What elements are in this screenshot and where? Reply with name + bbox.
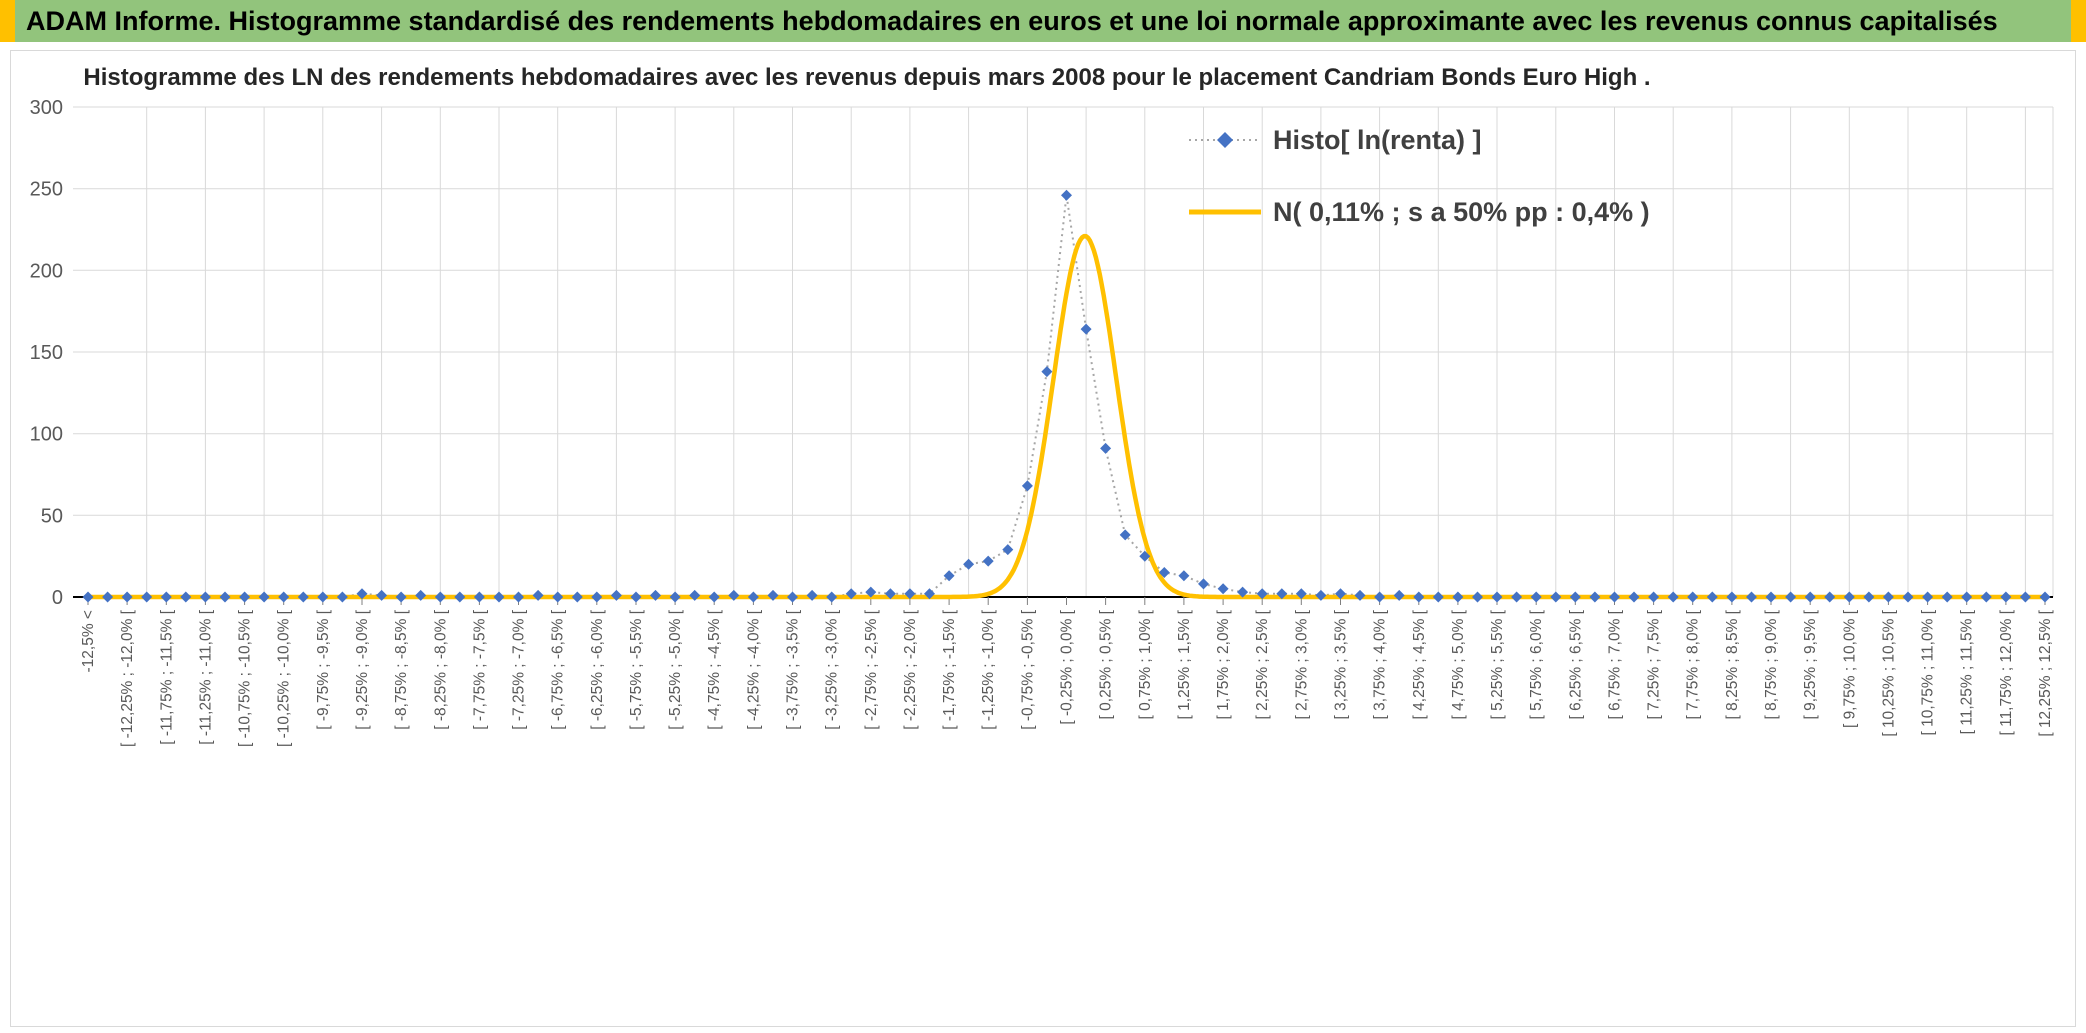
- x-axis-tick-label: [ -11,25% ; -11,0% [: [197, 609, 214, 744]
- banner-title: ADAM Informe. Histogramme standardisé de…: [26, 5, 1998, 36]
- x-axis-tick-label: [ -3,25% ; -3,0% [: [824, 609, 841, 729]
- y-axis-tick-label: 100: [30, 424, 63, 446]
- x-axis-tick-label: [ -0,25% ; 0,0% [: [1059, 609, 1076, 724]
- x-axis-tick-label: [ -8,75% ; -8,5% [: [393, 609, 410, 729]
- x-axis-tick-label: [ -4,75% ; -4,5% [: [706, 609, 723, 729]
- x-axis-tick-label: [ 11,25% ; 11,5% [: [1959, 609, 1976, 734]
- x-axis-tick-label: [ -6,25% ; -6,0% [: [589, 609, 606, 729]
- normal-curve: [85, 233, 2048, 600]
- y-axis-tick-label: 250: [30, 179, 63, 201]
- x-axis-tick-label: [ -10,75% ; -10,5% [: [237, 609, 254, 747]
- x-axis-tick-label: [ 7,25% ; 7,5% [: [1646, 609, 1663, 719]
- y-axis-tick-label: 150: [30, 342, 63, 364]
- legend-histo-label: Histo[ ln(renta) ]: [1273, 125, 1482, 155]
- legend-normal-label: N( 0,11% ; s a 50% pp : 0,4% ): [1273, 197, 1650, 227]
- chart-area[interactable]: 0 50 100 150 200 250 300 -12,5% < [ -12,25% ; -1…: [10, 50, 2076, 1027]
- header-banner: ADAM Informe. Histogramme standardisé de…: [0, 0, 2086, 42]
- x-axis-tick-label: [ -9,25% ; -9,0% [: [354, 609, 371, 729]
- x-axis-tick-label: [ -11,75% ; -11,5% [: [158, 609, 175, 744]
- x-axis-tick-label: [ 0,75% ; 1,0% [: [1137, 609, 1154, 719]
- legend: Histo[ ln(renta) ] N( 0,11% ; s a 50% pp …: [1189, 125, 1650, 227]
- x-axis-tick-label: [ -9,75% ; -9,5% [: [315, 609, 332, 729]
- x-axis-tick-label: [ 12,25% ; 12,5% [: [2037, 609, 2054, 736]
- x-axis-tick-label: [ 11,75% ; 12,0% [: [1998, 609, 2015, 735]
- y-axis-tick-label: 200: [30, 260, 63, 282]
- x-axis-tick-label: [ 7,75% ; 8,0% [: [1685, 609, 1702, 719]
- x-axis-tick-label: [ -5,75% ; -5,5% [: [628, 609, 645, 729]
- x-axis-tick-label: [ -1,25% ; -1,0% [: [980, 609, 997, 729]
- x-axis-tick-label: [ -2,75% ; -2,5% [: [863, 609, 880, 729]
- x-axis-tick-label: [ -12,25% ; -12,0% [: [119, 609, 136, 747]
- x-axis-tick-label: [ -7,75% ; -7,5% [: [471, 609, 488, 729]
- corner-accent-right: [2071, 0, 2086, 42]
- x-axis-tick-label: [ 4,75% ; 5,0% [: [1450, 609, 1467, 719]
- x-axis-tick-label: [ 2,75% ; 3,0% [: [1293, 609, 1310, 719]
- x-axis-tick-label: [ 3,25% ; 3,5% [: [1333, 609, 1350, 719]
- x-axis-tick-label: [ 8,25% ; 8,5% [: [1724, 609, 1741, 719]
- x-axis-tick-label: [ 5,75% ; 6,0% [: [1528, 609, 1545, 719]
- x-axis-tick-label: [ -4,25% ; -4,0% [: [745, 609, 762, 729]
- x-axis-tick-label: [ 10,75% ; 11,0% [: [1920, 609, 1937, 735]
- x-axis-tick-label: [ -3,75% ; -3,5% [: [785, 609, 802, 729]
- x-axis-tick-label: [ 9,25% ; 9,5% [: [1802, 609, 1819, 719]
- x-axis-tick-label: [ 9,75% ; 10,0% [: [1841, 609, 1858, 728]
- histogram-points: [82, 189, 2051, 603]
- x-axis-tick-label: [ 1,25% ; 1,5% [: [1176, 609, 1193, 719]
- chart-svg: 0 50 100 150 200 250 300 -12,5% < [ -12,25% ; -1…: [30, 64, 2054, 747]
- x-axis-tick-label: [ 10,25% ; 10,5% [: [1880, 609, 1897, 736]
- x-axis-tick-label: [ -6,75% ; -6,5% [: [550, 609, 567, 729]
- x-axis-tick-label: [ -2,25% ; -2,0% [: [902, 609, 919, 729]
- x-axis-tick-label: [ -0,75% ; -0,5% [: [1019, 609, 1036, 729]
- x-axis-tick-label: [ 2,25% ; 2,5% [: [1254, 609, 1271, 719]
- x-axis-tick-label: [ -8,25% ; -8,0% [: [432, 609, 449, 729]
- x-axis-tick-label: [ 8,75% ; 9,0% [: [1763, 609, 1780, 719]
- x-axis-tick-label: [ 4,25% ; 4,5% [: [1411, 609, 1428, 719]
- chart-title: Histogramme des LN des rendements hebdom…: [83, 64, 1650, 91]
- x-axis-tick-label: [ -10,25% ; -10,0% [: [276, 609, 293, 747]
- x-axis-tick-label: [ -1,75% ; -1,5% [: [941, 609, 958, 729]
- y-axis-tick-label: 300: [30, 97, 63, 119]
- y-axis-tick-label: 0: [52, 587, 63, 609]
- y-axis-tick-label: 50: [41, 505, 63, 527]
- x-axis-tick-label: [ 0,25% ; 0,5% [: [1098, 609, 1115, 719]
- x-axis-tick-label: [ 6,25% ; 6,5% [: [1567, 609, 1584, 719]
- legend-histo-marker: [1217, 132, 1233, 148]
- x-axis-tick-label: [ -7,25% ; -7,0% [: [511, 609, 528, 729]
- x-axis-tick-label: [ 5,25% ; 5,5% [: [1489, 609, 1506, 719]
- x-axis-tick-label: [ 6,75% ; 7,0% [: [1607, 609, 1624, 719]
- x-axis-tick-label: [ 3,75% ; 4,0% [: [1372, 609, 1389, 719]
- x-axis-tick-label: -12,5% <: [80, 610, 97, 672]
- x-axis-tick-label: [ 1,75% ; 2,0% [: [1215, 609, 1232, 719]
- x-axis-tick-label: [ -5,25% ; -5,0% [: [667, 609, 684, 729]
- corner-accent-left: [0, 0, 15, 42]
